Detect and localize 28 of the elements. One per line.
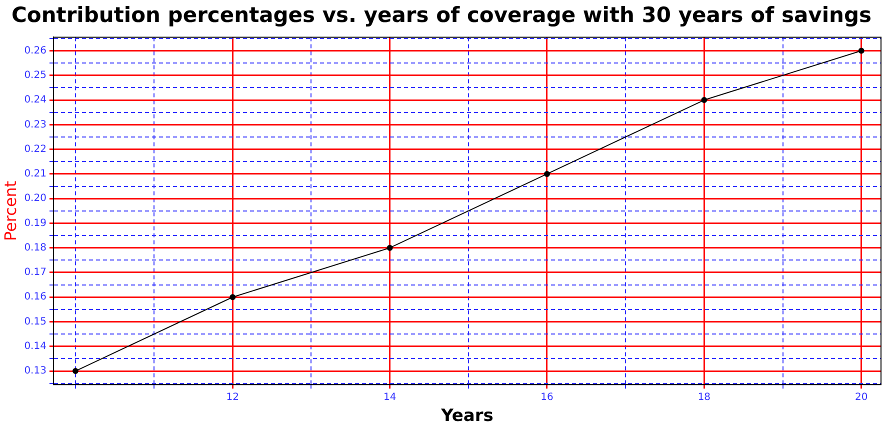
y-tick-label: 0.20 bbox=[24, 193, 46, 204]
y-tick-label: 0.21 bbox=[24, 168, 46, 180]
y-tick-label: 0.25 bbox=[24, 70, 46, 81]
y-tick-label: 0.13 bbox=[24, 366, 46, 377]
y-tick-label: 0.16 bbox=[24, 292, 46, 303]
chart-title: Contribution percentages vs. years of coverage with 30 years of savings bbox=[11, 3, 872, 28]
x-tick-label: 14 bbox=[383, 392, 396, 404]
y-tick-label: 0.22 bbox=[24, 144, 46, 155]
x-tick-label: 12 bbox=[226, 392, 240, 404]
point bbox=[230, 294, 236, 300]
point bbox=[544, 170, 550, 177]
y-tick-label: 0.17 bbox=[24, 267, 46, 278]
point bbox=[386, 244, 393, 251]
point bbox=[701, 97, 708, 104]
y-tick-label: 0.19 bbox=[24, 218, 46, 229]
x-tick-label: 16 bbox=[540, 392, 554, 404]
y-tick-label: 0.26 bbox=[24, 45, 46, 56]
y-axis-title: Percent bbox=[0, 180, 20, 241]
x-axis-title: Years bbox=[440, 406, 494, 426]
point bbox=[858, 48, 864, 54]
y-tick-label: 0.18 bbox=[24, 242, 46, 254]
y-tick-label: 0.14 bbox=[24, 341, 46, 352]
y-tick-label: 0.15 bbox=[24, 316, 46, 328]
x-tick-label: 20 bbox=[854, 392, 868, 404]
x-tick-label: 18 bbox=[698, 392, 711, 404]
point bbox=[72, 368, 78, 374]
y-tick-label: 0.23 bbox=[24, 119, 46, 130]
y-tick-label: 0.24 bbox=[24, 94, 46, 106]
